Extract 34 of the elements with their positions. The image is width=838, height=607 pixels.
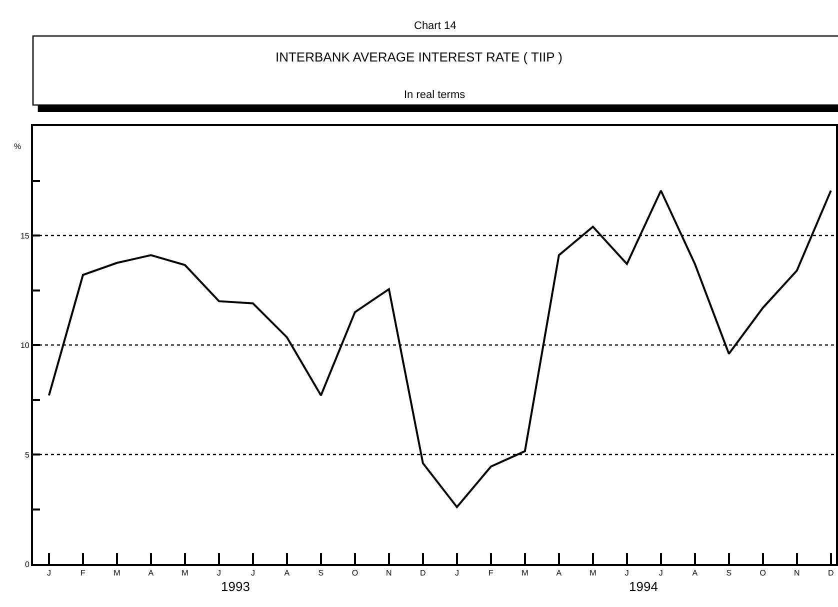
x-tick-label: J [658, 568, 663, 578]
x-tick-label: J [216, 568, 221, 578]
x-tick-label: D [420, 568, 426, 578]
text: 1994 [629, 579, 658, 594]
y-axis-title: % [14, 142, 22, 151]
caption: Chart 14 [414, 20, 456, 32]
x-tick-label: M [522, 568, 529, 578]
x-tick-label: J [250, 568, 255, 578]
x-tick-label: A [284, 568, 290, 578]
x-tick-label: N [794, 568, 800, 578]
chart-title: INTERBANK AVERAGE INTEREST RATE ( TIIP ) [275, 50, 563, 65]
x-tick-label: J [624, 568, 629, 578]
x-tick-label: D [828, 568, 834, 578]
y-tick-label: 5 [24, 450, 30, 460]
y-tick-label: 15 [20, 231, 30, 240]
x-tick-label: S [318, 568, 324, 578]
x-tick-label: O [760, 568, 766, 578]
text: 1993 [221, 579, 250, 594]
chart-subtitle: In real terms [404, 89, 466, 101]
x-tick-label: O [352, 568, 358, 578]
x-tick-label: S [726, 568, 732, 578]
x-tick-label: A [692, 568, 698, 578]
x-tick-label: J [454, 568, 459, 578]
y-tick-label: 0 [24, 560, 30, 569]
x-tick-label: A [148, 568, 154, 578]
x-tick-label: M [590, 568, 597, 578]
x-tick-label: A [556, 568, 562, 578]
x-tick-label: F [488, 568, 494, 578]
x-tick-label: M [182, 568, 189, 578]
y-tick-label: 10 [20, 340, 30, 350]
x-tick-label: N [386, 568, 392, 578]
x-tick-label: M [114, 568, 121, 578]
x-tick-label: F [80, 568, 86, 578]
x-tick-label: J [46, 568, 51, 578]
